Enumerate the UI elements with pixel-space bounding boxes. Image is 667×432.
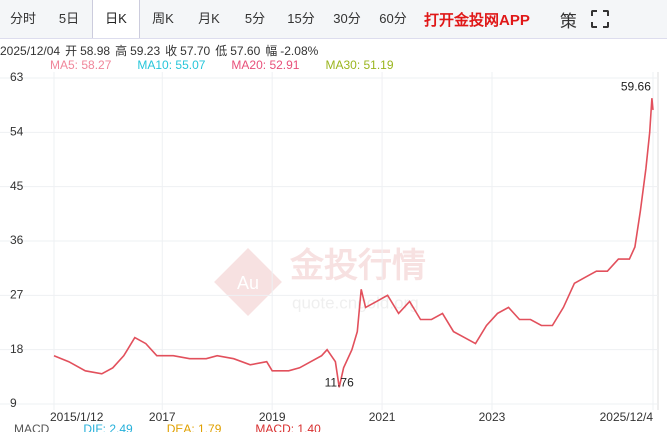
y-tick-label: 18 [10, 342, 24, 356]
quote-date: 2025/12/04 [0, 44, 61, 58]
quote-value: 57.70 [180, 44, 211, 58]
y-tick-label: 9 [10, 396, 17, 410]
tab[interactable]: 5分 [244, 11, 266, 26]
macd-legend: MACD: 1.40 [255, 422, 321, 432]
tab[interactable]: 月K [198, 11, 220, 26]
quote-label: 幅 [265, 44, 278, 58]
ma-entry: MA5: 58.27 [50, 58, 112, 72]
price-line [53, 98, 654, 388]
annotation: 11.76 [325, 376, 354, 390]
x-tick-label: 2017 [149, 410, 176, 424]
tab[interactable]: 周K [152, 11, 174, 26]
fullscreen-button[interactable] [590, 10, 609, 28]
y-tick-label: 36 [10, 233, 24, 247]
quote-label: 低 [215, 44, 228, 58]
ma-entry: MA20: 52.91 [231, 58, 300, 72]
logo-box [214, 248, 282, 316]
quote-value: -2.08% [280, 44, 319, 58]
tab[interactable]: 30分 [333, 11, 361, 26]
ma-entry: MA10: 55.07 [137, 58, 206, 72]
quote-value: 57.60 [230, 44, 261, 58]
app-link[interactable]: 打开金投网APP [424, 11, 530, 29]
ma-legend: MA5: 58.27 MA10: 55.07 MA20: 52.91 MA30: 51… [0, 58, 420, 72]
ma-entry: MA30: 51.19 [325, 58, 394, 72]
quote-value: 58.98 [80, 44, 111, 58]
x-tick-label: 2021 [369, 410, 396, 424]
tab[interactable]: 5日 [58, 11, 80, 26]
tab[interactable]: 分时 [9, 11, 36, 26]
macd-legend: MACD [14, 422, 50, 432]
tab[interactable]: 15分 [287, 11, 315, 26]
quote-label: 开 [65, 44, 78, 58]
y-tick-label: 45 [10, 179, 24, 193]
x-tick-label: 2023 [479, 410, 506, 424]
annotation: 59.66 [621, 79, 651, 93]
quote-line: 2025/12/04 开 58.98 高 59.23 收 57.70 低 57.60 幅 -2.08… [0, 42, 318, 59]
strategy-button[interactable]: 策 [559, 11, 577, 31]
y-tick-label: 27 [10, 288, 24, 302]
tab-bar: 分时 5日 日K 周K 月K 5分 15分 30分 60分 打开金投网APP 策 [0, 0, 667, 39]
y-tick-label: 54 [10, 125, 24, 139]
quote-value: 59.23 [130, 44, 161, 58]
watermark-title: 金投行情 [289, 246, 426, 285]
quote-label: 高 [115, 44, 128, 58]
macd-legend: DEA: 1.79 [167, 422, 222, 432]
watermark: Au 金投行情 quote.cngold.org [214, 246, 426, 316]
x-tick-label: 2015/1/12 [50, 410, 104, 424]
watermark-url: quote.cngold.org [292, 293, 419, 312]
macd-legend: DIF: 2.49 [83, 422, 133, 432]
tab[interactable]: 日K [92, 0, 140, 38]
y-tick-label: 63 [10, 70, 24, 84]
tab[interactable]: 60分 [379, 11, 407, 26]
x-tick-label: 2025/12/4 [600, 410, 654, 424]
logo-text: Au [237, 273, 259, 293]
quote-label: 收 [165, 44, 178, 58]
x-tick-label: 2019 [259, 410, 286, 424]
